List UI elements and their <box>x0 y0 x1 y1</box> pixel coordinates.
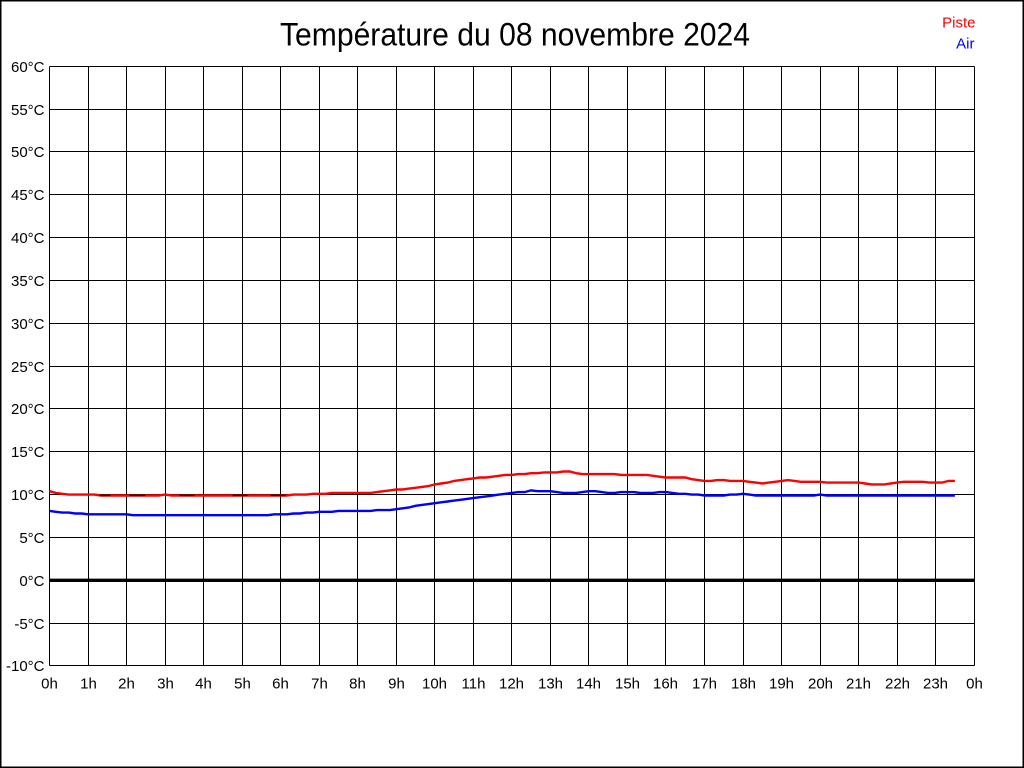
svg-text:21h: 21h <box>846 675 871 692</box>
svg-text:16h: 16h <box>653 675 678 692</box>
svg-text:Piste: Piste <box>942 14 975 31</box>
svg-text:4h: 4h <box>195 675 212 692</box>
svg-text:40°C: 40°C <box>11 230 45 247</box>
svg-text:20°C: 20°C <box>11 401 45 418</box>
svg-text:20h: 20h <box>808 675 833 692</box>
svg-text:15h: 15h <box>615 675 640 692</box>
svg-text:55°C: 55°C <box>11 102 45 119</box>
svg-text:5h: 5h <box>234 675 251 692</box>
svg-text:8h: 8h <box>349 675 366 692</box>
svg-text:17h: 17h <box>692 675 717 692</box>
svg-text:6h: 6h <box>272 675 289 692</box>
svg-text:25°C: 25°C <box>11 359 45 376</box>
svg-text:45°C: 45°C <box>11 187 45 204</box>
svg-text:12h: 12h <box>499 675 524 692</box>
svg-text:0°C: 0°C <box>19 573 44 590</box>
svg-text:Air: Air <box>956 36 974 53</box>
svg-text:60°C: 60°C <box>11 59 45 76</box>
svg-text:50°C: 50°C <box>11 144 45 161</box>
svg-text:3h: 3h <box>157 675 174 692</box>
svg-text:13h: 13h <box>538 675 563 692</box>
svg-text:30°C: 30°C <box>11 316 45 333</box>
svg-text:Température du 08 novembre 202: Température du 08 novembre 2024 <box>280 17 750 53</box>
svg-text:1h: 1h <box>80 675 97 692</box>
svg-text:18h: 18h <box>731 675 756 692</box>
svg-text:14h: 14h <box>576 675 601 692</box>
svg-text:5°C: 5°C <box>19 530 44 547</box>
svg-text:19h: 19h <box>769 675 794 692</box>
svg-text:10°C: 10°C <box>11 487 45 504</box>
svg-text:11h: 11h <box>462 675 486 692</box>
svg-text:0h: 0h <box>966 675 983 692</box>
svg-text:0h: 0h <box>41 675 58 692</box>
svg-text:23h: 23h <box>923 675 948 692</box>
svg-text:-10°C: -10°C <box>6 658 45 675</box>
svg-text:10h: 10h <box>422 675 447 692</box>
svg-text:22h: 22h <box>885 675 910 692</box>
svg-text:35°C: 35°C <box>11 273 45 290</box>
svg-text:9h: 9h <box>388 675 405 692</box>
svg-text:7h: 7h <box>311 675 328 692</box>
svg-text:2h: 2h <box>118 675 135 692</box>
svg-text:-5°C: -5°C <box>14 616 44 633</box>
svg-text:15°C: 15°C <box>11 444 45 461</box>
